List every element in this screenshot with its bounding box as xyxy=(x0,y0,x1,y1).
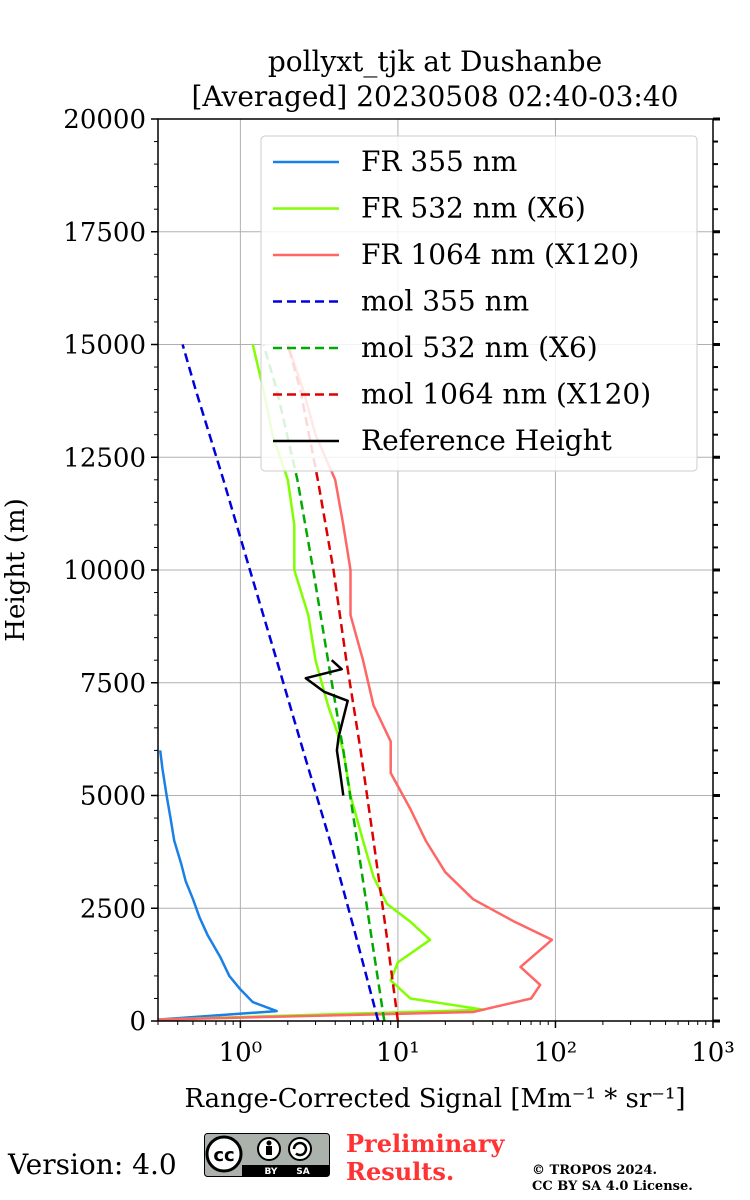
copyright-line2: CC BY SA 4.0 License. xyxy=(532,1179,693,1194)
legend: FR 355 nm FR 532 nm (X6) FR 1064 nm (X120)… xyxy=(260,135,698,472)
cc-by-sa-badge: cc BY SA xyxy=(204,1133,330,1177)
legend-label: FR 355 nm xyxy=(361,145,517,178)
x-tick-label: 10² xyxy=(534,1038,578,1068)
y-tick-label: 0 xyxy=(129,1007,146,1037)
share-alike-icon xyxy=(288,1137,312,1161)
y-tick-label: 5000 xyxy=(80,782,146,812)
series-reference-height xyxy=(304,659,349,796)
legend-label: FR 1064 nm (X120) xyxy=(361,238,639,271)
series-fr-1064-nm-x120 xyxy=(157,344,554,1021)
y-tick-label: 10000 xyxy=(63,556,146,586)
legend-label: mol 532 nm (X6) xyxy=(361,331,598,364)
svg-text:SA: SA xyxy=(296,1167,309,1177)
y-tick-label: 12500 xyxy=(63,443,146,473)
series-fr-355-nm xyxy=(157,750,278,1021)
copyright-notice: © TROPOS 2024. CC BY SA 4.0 License. xyxy=(532,1163,693,1195)
y-tick-label: 20000 xyxy=(63,105,146,135)
copyright-line1: © TROPOS 2024. xyxy=(532,1163,658,1178)
legend-label: Reference Height xyxy=(361,424,613,457)
preliminary-line2: Results. xyxy=(346,1157,455,1186)
preliminary-notice: Preliminary Results. xyxy=(346,1130,504,1186)
x-axis-label: Range-Corrected Signal [Mm⁻¹ * sr⁻¹] xyxy=(184,1084,685,1114)
y-tick-label: 17500 xyxy=(63,218,146,248)
legend-box xyxy=(260,135,698,472)
x-tick-label: 10³ xyxy=(691,1038,735,1068)
chart-title-line2: [Averaged] 20230508 02:40-03:40 xyxy=(192,80,679,113)
version-label: Version: 4.0 xyxy=(8,1148,177,1181)
legend-label: mol 1064 nm (X120) xyxy=(361,378,651,411)
legend-label: mol 355 nm xyxy=(361,285,529,318)
x-tick-label: 10⁰ xyxy=(219,1038,263,1068)
y-axis-label: Height (m) xyxy=(1,498,31,641)
y-tick-label: 2500 xyxy=(80,894,146,924)
svg-text:cc: cc xyxy=(213,1145,234,1166)
preliminary-line1: Preliminary xyxy=(346,1129,505,1158)
chart-title-line1: pollyxt_tjk at Dushanbe xyxy=(268,45,602,78)
axis-ticks: 0 2500 5000 7500 10000 12500 15000 17500 20000 10… xyxy=(63,105,734,1068)
lidar-chart: 0 2500 5000 7500 10000 12500 15000 17500 20000 10… xyxy=(1,45,735,1114)
svg-text:BY: BY xyxy=(265,1167,278,1177)
x-tick-label: 10¹ xyxy=(376,1038,420,1068)
y-tick-label: 7500 xyxy=(80,669,146,699)
cc-icon xyxy=(205,1135,243,1173)
legend-label: FR 532 nm (X6) xyxy=(361,192,586,225)
y-tick-label: 15000 xyxy=(63,331,146,361)
